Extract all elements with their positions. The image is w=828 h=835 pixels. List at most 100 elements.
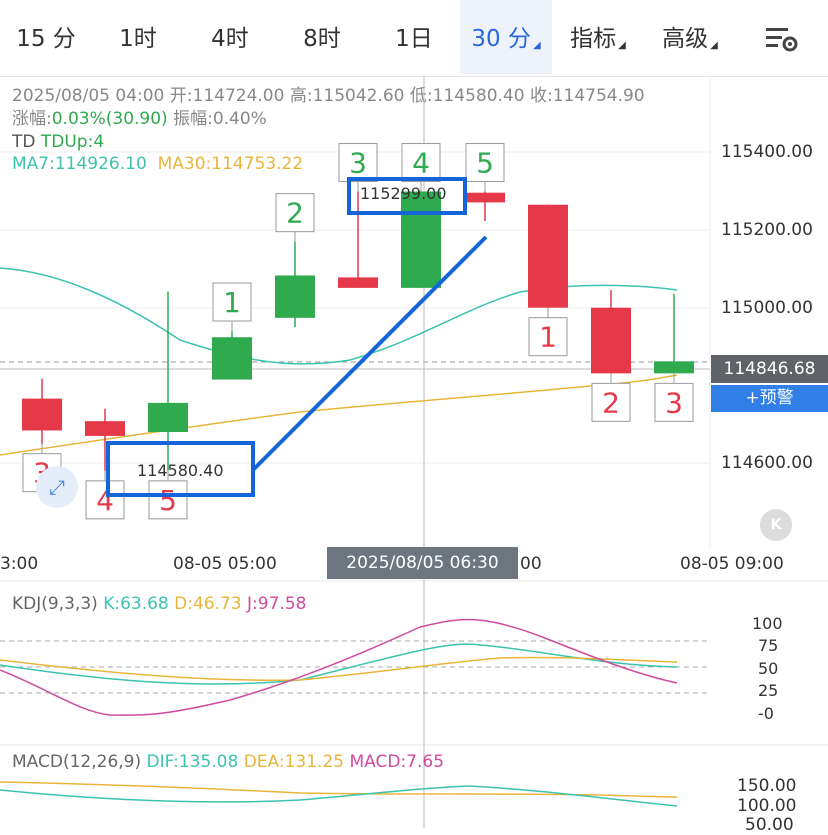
- kdj-k-line: [0, 643, 678, 685]
- macd-axis-label: 100.00: [737, 796, 797, 816]
- td-mark-box: [591, 382, 631, 422]
- kdj-axis-label: 100: [752, 614, 783, 633]
- td-label: TD: [12, 132, 41, 152]
- td-info: TD TDUp:4: [12, 131, 104, 153]
- change-value: 0.03%(30.90): [51, 109, 168, 129]
- tab-1h[interactable]: 1时: [119, 26, 157, 52]
- tab-30m[interactable]: 30 分 ◢: [460, 0, 552, 74]
- kdj-d-line: [0, 656, 678, 681]
- dropdown-arrow-icon: ◢: [532, 40, 541, 51]
- kdj-axis-label: 25: [758, 681, 779, 700]
- change-info: 涨幅:0.03%(30.90) 振幅:0.40%: [12, 108, 267, 130]
- price-axis-label: 115000.00: [721, 298, 813, 318]
- td-mark-number: 2: [602, 386, 620, 419]
- candle-body[interactable]: [401, 191, 441, 288]
- kdj-j-line: [0, 618, 678, 716]
- price-gridlines: [0, 151, 710, 464]
- td-mark-number: 5: [159, 484, 177, 517]
- current-price-tag: 114846.68: [711, 355, 828, 383]
- ma7-value: MA7:114926.10: [12, 154, 147, 174]
- td-mark-box: [148, 480, 188, 520]
- kdj-legend: KDJ(9,3,3) K:63.68 D:46.73 J:97.58: [12, 594, 306, 614]
- candle-body[interactable]: [275, 275, 315, 318]
- td-mark-box: [528, 317, 568, 357]
- macd-title: MACD(12,26,9): [12, 752, 142, 772]
- timeframe-tabs: 15 分 1时 4时 8时 1日 30 分 ◢ 指标 ◢ 高级 ◢: [0, 0, 828, 77]
- td-mark-box: [654, 382, 694, 422]
- kdj-d-value: D:46.73: [174, 594, 242, 614]
- candle-body[interactable]: [465, 192, 505, 203]
- annotation-low-label: 114580.40: [137, 461, 224, 480]
- macd-dea-value: DEA:131.25: [243, 752, 345, 772]
- candle-body[interactable]: [85, 421, 125, 436]
- td-mark-number: 2: [286, 197, 304, 230]
- td-mark-box: [275, 193, 315, 233]
- chart-settings-icon[interactable]: [763, 24, 799, 54]
- ohlc-info: 2025/08/05 04:00 开:114724.00 高:115042.60…: [12, 86, 645, 106]
- candle-body[interactable]: [148, 402, 188, 433]
- td-mark-number: 3: [349, 147, 367, 180]
- amplitude-label: 振幅:: [167, 109, 213, 129]
- time-axis-label: 08-05 09:00: [680, 554, 784, 574]
- annotation-high-box: [347, 177, 467, 215]
- kdj-axis-label: 75: [758, 636, 779, 655]
- time-axis-label: 00: [520, 554, 542, 574]
- change-label: 涨幅:: [12, 109, 52, 129]
- td-mark-number: 5: [476, 147, 494, 180]
- tab-15m[interactable]: 15 分: [16, 26, 76, 52]
- macd-dea-line: [0, 781, 678, 798]
- price-axis-label: 114600.00: [721, 453, 813, 473]
- crosshair-time-tag: 2025/08/05 06:30: [327, 547, 518, 579]
- tab-indicators[interactable]: 指标 ◢: [570, 26, 626, 52]
- ma30-value: MA30:114753.22: [157, 154, 304, 174]
- annotation-trend-line: [251, 235, 488, 472]
- ma-info: MA7:114926.10 MA30:114753.22: [12, 153, 303, 175]
- td-mark-number: 4: [412, 147, 430, 180]
- candle-body[interactable]: [338, 277, 378, 288]
- tab-advanced[interactable]: 高级 ◢: [662, 26, 718, 52]
- macd-axis-label: 150.00: [737, 776, 797, 796]
- tab-1d[interactable]: 1日: [395, 26, 433, 52]
- macd-dif-line: [0, 785, 678, 807]
- candle-body[interactable]: [212, 337, 252, 380]
- kdj-k-value: K:63.68: [103, 594, 169, 614]
- price-axis-label: 115200.00: [721, 220, 813, 240]
- td-mark-box: [338, 143, 378, 183]
- kdj-gridlines: [0, 640, 710, 694]
- td-mark-number: 4: [96, 484, 114, 517]
- td-value: TDUp:4: [40, 132, 105, 152]
- kdj-axis-label: 50: [758, 659, 779, 678]
- td-mark-number: 3: [665, 386, 683, 419]
- td-mark-box: [465, 143, 505, 183]
- candle-body[interactable]: [22, 398, 62, 431]
- td-mark-box: [212, 282, 252, 322]
- candle-body[interactable]: [528, 204, 568, 308]
- tab-4h[interactable]: 4时: [211, 26, 249, 52]
- candle-body[interactable]: [654, 361, 694, 374]
- time-axis-label: 08-05 05:00: [173, 554, 277, 574]
- td-mark-number: 1: [223, 286, 241, 319]
- td-mark-number: 1: [539, 321, 557, 354]
- kdj-title: KDJ(9,3,3): [12, 594, 98, 614]
- kdj-axis-label: -0: [758, 704, 774, 723]
- td-mark-box: [85, 480, 125, 520]
- add-alert-button[interactable]: +预警: [711, 385, 828, 412]
- candles: [22, 191, 694, 471]
- dropdown-arrow-icon: ◢: [618, 40, 626, 51]
- macd-value: MACD:7.65: [349, 752, 445, 772]
- amplitude-value: 0.40%: [212, 109, 267, 129]
- macd-legend: MACD(12,26,9) DIF:135.08 DEA:131.25 MACD…: [12, 752, 444, 772]
- kdj-j-value: J:97.58: [247, 594, 307, 614]
- k-button[interactable]: K: [760, 509, 792, 541]
- annotation-high-label: 115299.00: [360, 184, 447, 203]
- time-axis-label: 3:00: [0, 554, 39, 574]
- macd-axis-label: 50.00: [745, 815, 794, 835]
- tab-8h[interactable]: 8时: [303, 26, 341, 52]
- dropdown-arrow-icon: ◢: [710, 40, 718, 51]
- td-sequential-marks: 34512345123: [22, 143, 694, 520]
- td-mark-box: [401, 143, 441, 183]
- price-axis-label: 115400.00: [721, 142, 813, 162]
- candle-body[interactable]: [591, 307, 631, 374]
- expand-icon[interactable]: ⤢: [36, 466, 78, 508]
